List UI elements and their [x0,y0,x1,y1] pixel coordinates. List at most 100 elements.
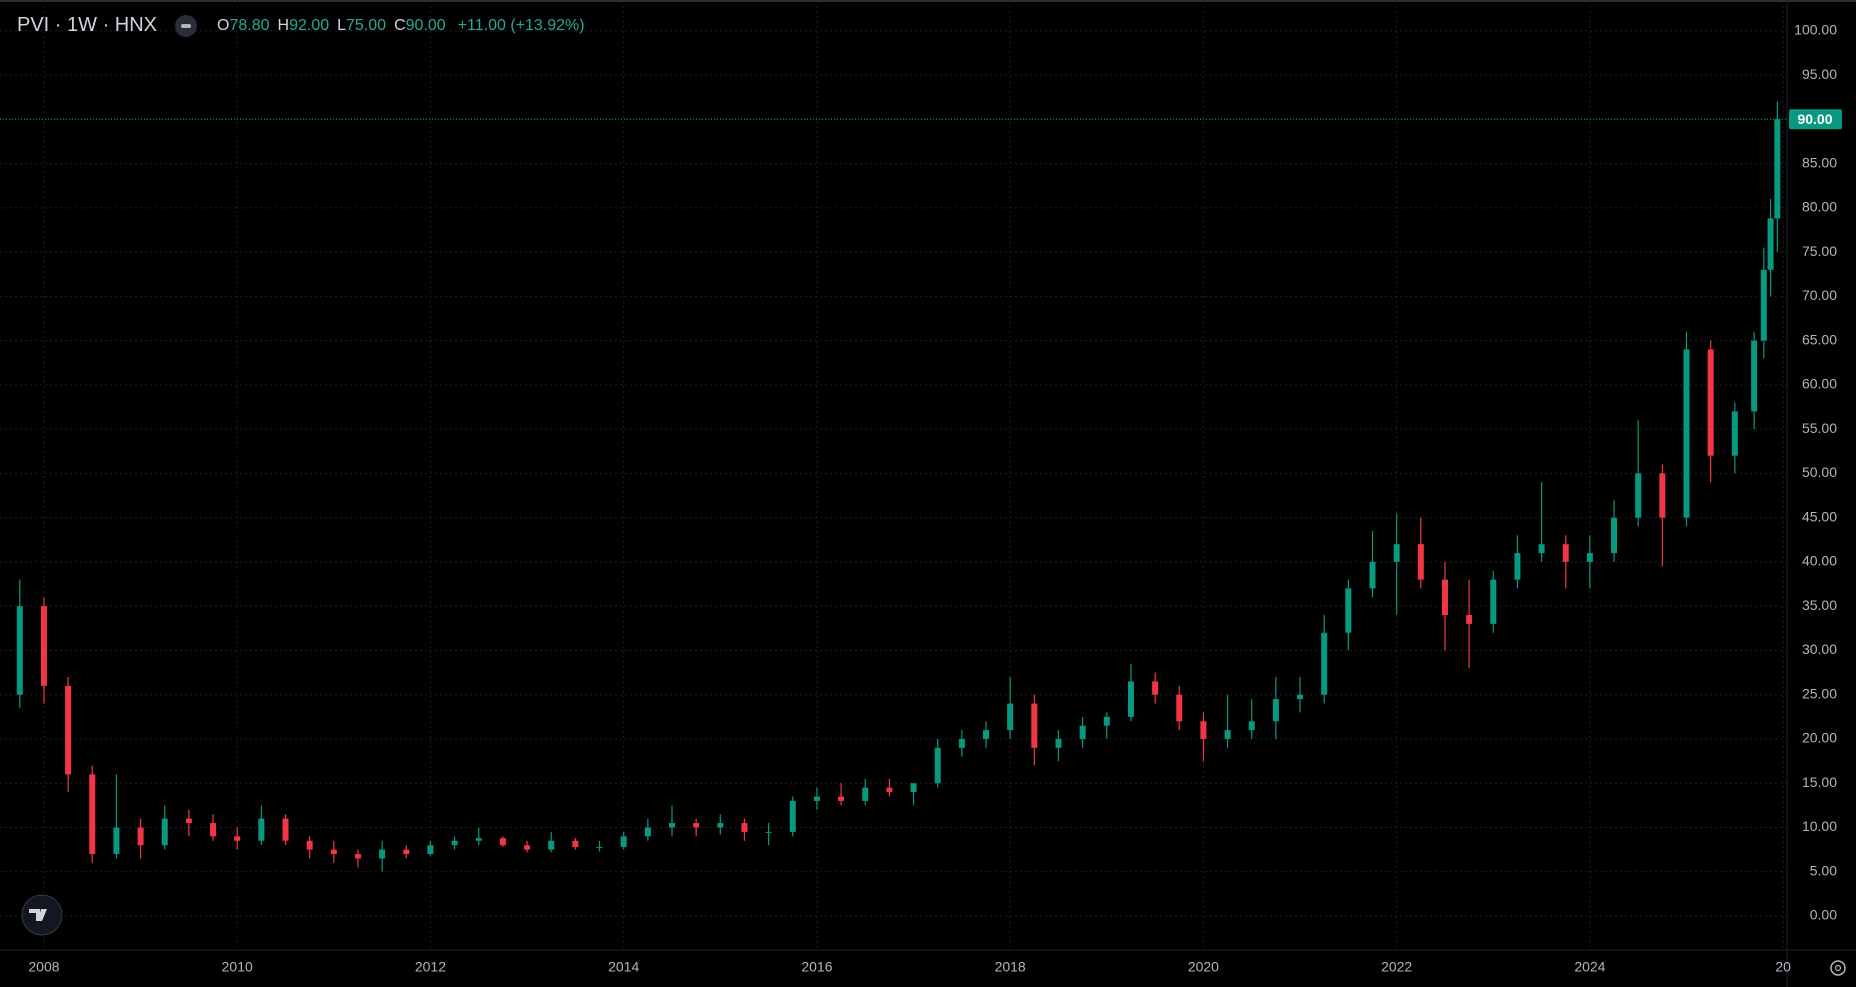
candle-body [354,854,361,859]
candle-body [282,818,289,841]
candle-body [1007,703,1014,731]
x-tick-label: 2008 [28,959,59,975]
candle-body [862,787,869,801]
candle-body [1490,579,1497,624]
candle-body [210,823,217,837]
candle-body [548,840,555,850]
candle-body [234,836,241,841]
candle-body [1345,588,1352,633]
y-tick-label: 0.00 [1810,907,1837,923]
candle-body [1751,340,1758,412]
y-tick-label: 85.00 [1802,154,1837,170]
x-tick-label: 2020 [1188,959,1219,975]
change: +11.00 (+13.92%) [457,16,585,34]
candle-body [1683,349,1690,518]
candle-body [451,840,458,846]
ohlc-key: O [217,16,230,34]
candle-body [1659,473,1666,518]
ohlc-key: C [394,16,406,34]
candle-body [838,796,845,801]
x-tick-label: 2018 [995,959,1026,975]
candle-body [1586,553,1593,562]
candle-body [668,823,675,828]
candle-body [1538,544,1545,554]
candle-body [40,606,47,686]
candle-body [89,774,96,855]
candle-body [1297,694,1304,700]
y-tick-label: 50.00 [1802,464,1837,480]
candle-body [524,845,531,850]
candle-body [1103,716,1110,726]
candle-body [1152,681,1159,695]
y-tick-label: 95.00 [1802,66,1837,82]
last-price-label: 90.00 [1797,111,1832,127]
x-tick-label: 2012 [415,959,446,975]
candle-body [813,796,820,801]
candle-body [499,838,506,846]
candle-body [1079,725,1086,739]
settings-button[interactable] [1830,960,1846,976]
candle-body [1441,579,1448,616]
candle-body [258,818,265,841]
y-tick-label: 30.00 [1802,641,1837,657]
candle-body [65,685,72,775]
candle-body [1760,269,1767,341]
candle-body [185,818,192,824]
candle-body [765,831,772,833]
candle-body [886,787,893,793]
ohlc-value: 92.00 [289,16,330,34]
ohlc-value: 75.00 [346,16,387,34]
collapse-button[interactable] [175,14,198,37]
y-tick-label: 70.00 [1802,287,1837,303]
candle-body [1127,681,1134,717]
candle-body [1248,721,1255,731]
candle-body [161,818,168,846]
ohlc-value: 78.80 [229,16,270,34]
settings-icon-center [1834,964,1842,972]
x-tick-label: 2016 [801,959,832,975]
tv-logo[interactable] [21,894,63,936]
ohlc-key: H [277,16,290,34]
candle-body [1369,561,1376,589]
y-tick-label: 20.00 [1802,730,1837,746]
x-tick-label: 2014 [608,959,639,975]
candle-body [717,823,724,828]
x-tick-label: 2024 [1574,959,1605,975]
candle-body [1707,349,1714,456]
candle-body [1767,218,1774,270]
candle-body [1514,553,1521,580]
candle-body [572,840,579,847]
y-tick-label: 45.00 [1802,508,1837,524]
candle-body [1272,699,1279,722]
candle-body [934,747,941,784]
ohlc-key: L [337,16,347,34]
y-tick-label: 80.00 [1802,199,1837,215]
candle-body [1176,694,1183,722]
y-tick-label: 25.00 [1802,685,1837,701]
candle-body [789,800,796,832]
candle-body [910,783,917,793]
candle-body [693,823,700,828]
ohlc-value: 90.00 [405,16,446,34]
settings-icon[interactable] [1830,960,1846,976]
candle-body [427,845,434,855]
candle-body [475,838,482,841]
candle-body [379,849,386,859]
candle-body [1031,703,1038,748]
candle-body [644,827,651,837]
symbol-title: PVI · 1W · HNX [17,14,158,36]
candle-body [1224,730,1231,739]
y-tick-label: 35.00 [1802,597,1837,613]
y-tick-label: 5.00 [1810,862,1837,878]
logo-mark [29,909,47,921]
candle-body [620,836,627,847]
candle-body [1200,721,1207,739]
x-tick-label: 2022 [1381,959,1412,975]
candle-body [306,840,313,850]
candle-body [1731,411,1738,456]
candle-body [1466,615,1473,624]
y-tick-label: 100.00 [1794,21,1837,37]
